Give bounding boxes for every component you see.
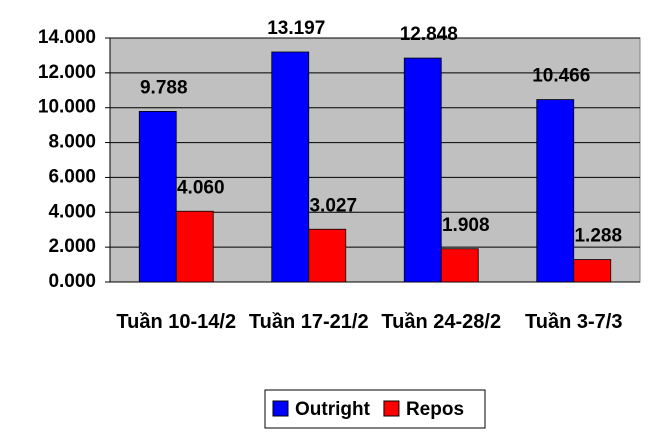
value-label: 3.027 bbox=[309, 195, 357, 216]
legend-label: Outright bbox=[295, 399, 371, 420]
value-label: 13.197 bbox=[267, 18, 325, 39]
y-tick-label: 2.000 bbox=[48, 236, 96, 257]
legend-box bbox=[264, 389, 486, 429]
bar bbox=[308, 228, 347, 283]
bar bbox=[440, 248, 479, 283]
value-label: 10.466 bbox=[532, 66, 590, 87]
x-tick-label: Tuần 17-21/2 bbox=[248, 311, 369, 333]
legend-swatch bbox=[272, 400, 289, 417]
bar bbox=[536, 99, 575, 283]
bar bbox=[138, 111, 177, 283]
value-label: 12.848 bbox=[400, 24, 458, 45]
legend-swatch bbox=[383, 400, 400, 417]
y-tick-label: 4.000 bbox=[48, 201, 96, 222]
value-label: 1.288 bbox=[574, 226, 622, 247]
bar bbox=[175, 210, 214, 283]
x-tick-label: Tuần 10-14/2 bbox=[116, 311, 237, 333]
x-tick-label: Tuần 3-7/3 bbox=[525, 311, 623, 333]
y-tick-label: 14.000 bbox=[38, 27, 96, 48]
value-label: 1.908 bbox=[442, 215, 490, 236]
bar bbox=[271, 51, 310, 283]
legend-label: Repos bbox=[406, 399, 464, 420]
y-tick-label: 10.000 bbox=[38, 97, 96, 118]
y-tick-label: 8.000 bbox=[48, 132, 96, 153]
y-tick-label: 0.000 bbox=[48, 271, 96, 292]
bar bbox=[403, 57, 442, 283]
y-tick-label: 6.000 bbox=[48, 166, 96, 187]
value-label: 9.788 bbox=[140, 77, 188, 98]
y-tick-label: 12.000 bbox=[38, 62, 96, 83]
x-tick-label: Tuần 24-28/2 bbox=[381, 311, 502, 333]
value-label: 4.060 bbox=[177, 177, 225, 198]
bar bbox=[573, 259, 612, 283]
